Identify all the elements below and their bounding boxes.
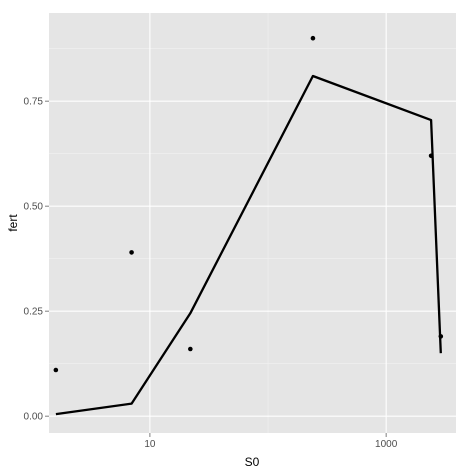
y-tick-label: 0.25	[24, 307, 44, 318]
data-series	[53, 35, 444, 416]
major-gridlines	[49, 13, 456, 433]
x-axis-ticks: 10 1000	[144, 433, 398, 450]
y-tick-label: 0.75	[24, 97, 44, 108]
y-axis-title: fert	[6, 214, 20, 232]
fitted-line	[55, 74, 442, 416]
minor-gridlines	[49, 13, 456, 433]
data-point	[188, 346, 193, 352]
data-point	[310, 35, 316, 41]
data-point	[129, 250, 134, 255]
data-point	[428, 153, 434, 159]
plot-panel	[49, 13, 456, 433]
data-point	[438, 334, 444, 339]
y-tick-label: 0.00	[24, 412, 44, 423]
x-tick-label: 10	[144, 439, 156, 450]
y-tick-label: 0.50	[24, 202, 44, 213]
data-point	[53, 367, 59, 373]
x-tick-label: 1000	[375, 439, 398, 450]
x-axis-title: S0	[245, 455, 260, 469]
y-axis-ticks: 0.00 0.25 0.50 0.75	[24, 97, 49, 423]
